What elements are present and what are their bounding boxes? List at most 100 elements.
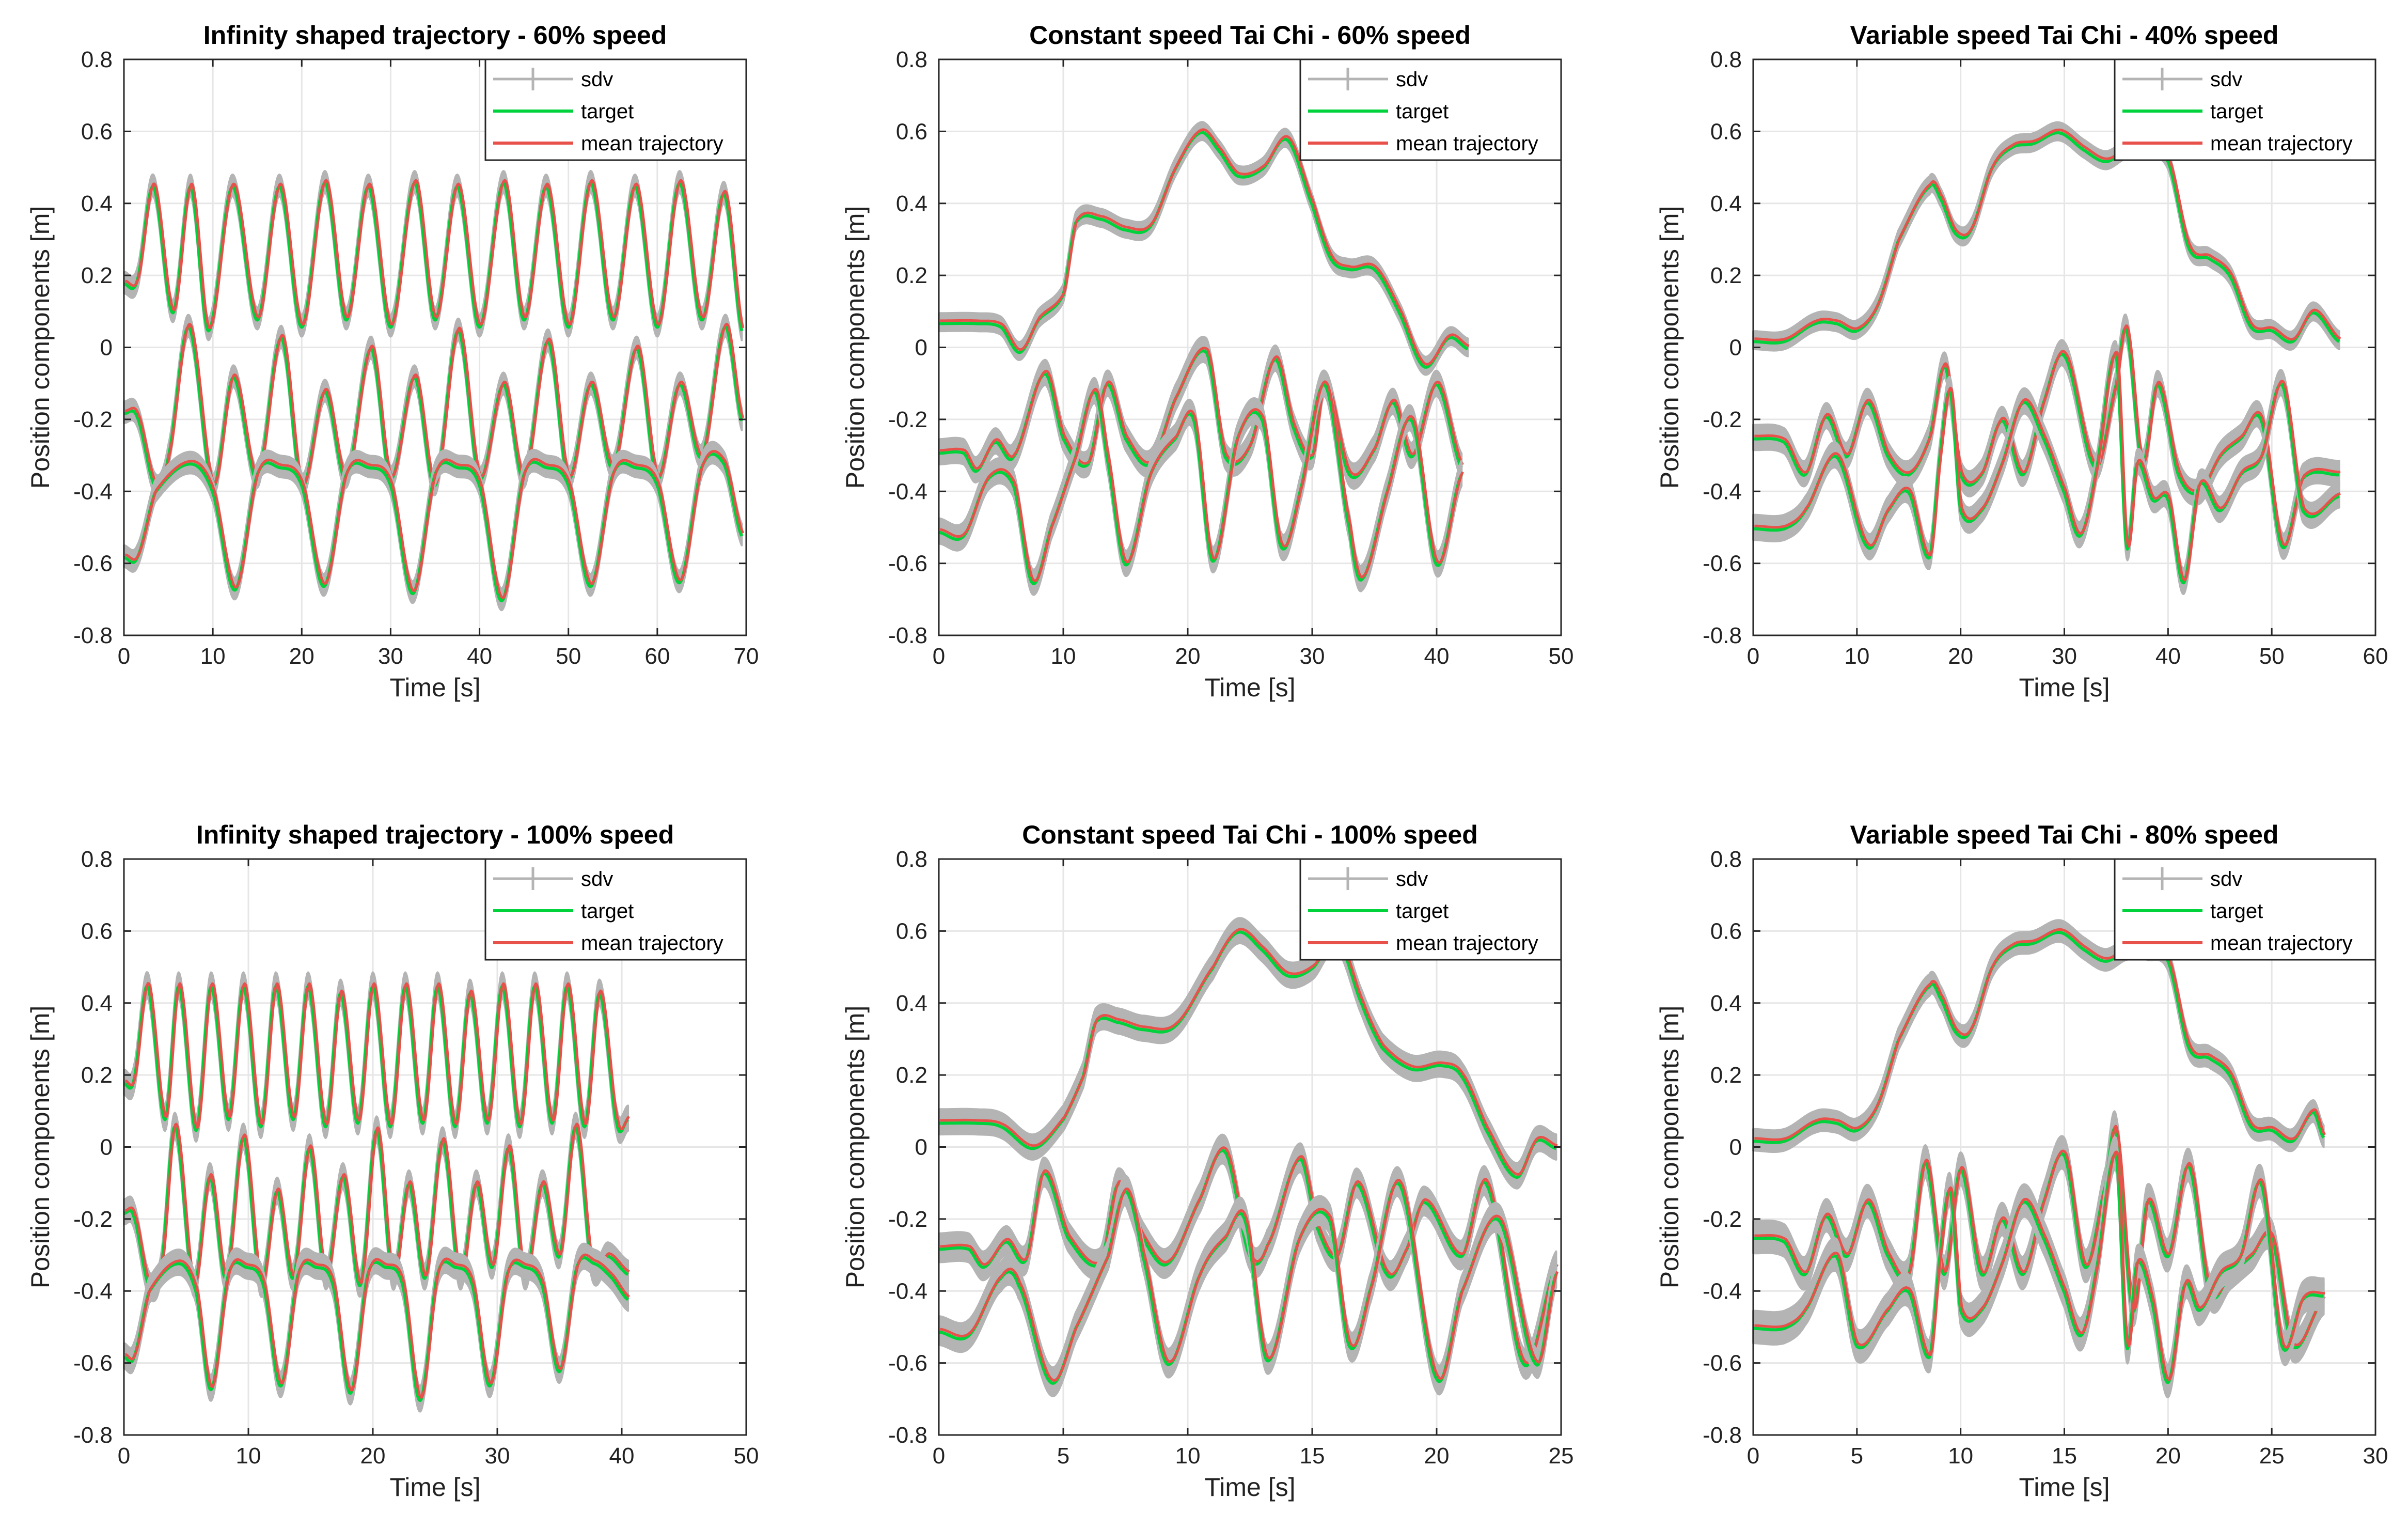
y-axis-label: Position components [m] xyxy=(841,1006,870,1289)
legend: sdv target mean trajectory xyxy=(484,858,747,961)
x-tick-label: 20 xyxy=(289,644,314,669)
y-ticks: -0.8 -0.6 -0.4 -0.2 0 0.2 0.4 0.6 0.8 xyxy=(73,47,746,648)
chart-title: Variable speed Tai Chi - 80% speed xyxy=(1850,820,2279,849)
x-tick-label: 0 xyxy=(118,644,130,669)
x-tick-label: 40 xyxy=(467,644,492,669)
chart-title: Infinity shaped trajectory - 60% speed xyxy=(203,21,667,50)
x-tick-label: 20 xyxy=(1948,644,1973,669)
y-tick-label: -0.8 xyxy=(1703,623,1742,648)
x-tick-label: 25 xyxy=(1549,1443,1574,1469)
y-tick-label: -0.2 xyxy=(1703,407,1742,432)
legend-label: sdv xyxy=(581,868,613,891)
x-tick-label: 10 xyxy=(1844,644,1869,669)
y-tick-label: -0.4 xyxy=(73,479,113,504)
x-tick-label: 10 xyxy=(200,644,226,669)
x-tick-label: 50 xyxy=(2259,644,2285,669)
x-tick-label: 20 xyxy=(1175,644,1201,669)
x-tick-label: 30 xyxy=(2052,644,2077,669)
y-ticks: -0.8 -0.6 -0.4 -0.2 0 0.2 0.4 0.6 0.8 xyxy=(1703,47,2375,648)
mean-trajectory-line-1 xyxy=(1754,928,2326,1141)
y-ticks: -0.8 -0.6 -0.4 -0.2 0 0.2 0.4 0.6 0.8 xyxy=(888,847,1561,1448)
x-axis-label: Time [s] xyxy=(1205,1473,1296,1502)
y-axis-label: Position components [m] xyxy=(26,1006,55,1289)
y-tick-label: 0.4 xyxy=(896,991,927,1016)
y-tick-label: -0.4 xyxy=(888,1278,927,1304)
y-ticks: -0.8 -0.6 -0.4 -0.2 0 0.2 0.4 0.6 0.8 xyxy=(1703,847,2375,1448)
legend-label: sdv xyxy=(2210,868,2242,891)
legend-label: target xyxy=(581,100,634,123)
y-tick-label: 0.8 xyxy=(1710,847,1742,872)
y-axis-label: Position components [m] xyxy=(841,206,870,489)
y-axis-label: Position components [m] xyxy=(1655,1006,1684,1289)
series-group xyxy=(1752,121,2341,595)
y-tick-label: 0.8 xyxy=(81,847,113,872)
legend: sdv target mean trajectory xyxy=(1299,58,1562,161)
y-tick-label: -0.4 xyxy=(73,1278,113,1304)
legend-label: mean trajectory xyxy=(2210,132,2353,155)
x-tick-label: 30 xyxy=(378,644,403,669)
y-tick-label: 0.6 xyxy=(1710,119,1742,144)
chart-title: Constant speed Tai Chi - 60% speed xyxy=(1029,21,1471,50)
chart-title: Variable speed Tai Chi - 40% speed xyxy=(1850,21,2279,50)
mean-trajectory-line-3 xyxy=(124,450,745,599)
subplot-1: 0 10 20 30 40 50 60 70 -0.8 -0.6 -0.4 -0.2 0 0.2 0.4 0.… xyxy=(26,21,759,702)
x-tick-label: 0 xyxy=(1747,1443,1759,1469)
x-tick-label: 10 xyxy=(1175,1443,1201,1469)
mean-trajectory-line-2 xyxy=(124,1122,630,1289)
sdv-band-3 xyxy=(938,1166,1557,1397)
x-tick-label: 40 xyxy=(2155,644,2181,669)
y-tick-label: 0 xyxy=(1729,1135,1742,1160)
y-tick-label: -0.8 xyxy=(73,623,113,648)
y-axis-label: Position components [m] xyxy=(26,206,55,489)
x-ticks: 0 10 20 30 40 50 xyxy=(933,59,1574,669)
series-group xyxy=(123,971,630,1413)
x-tick-label: 0 xyxy=(1747,644,1759,669)
legend-label: target xyxy=(2210,100,2263,123)
x-tick-label: 60 xyxy=(2363,644,2388,669)
x-axis-label: Time [s] xyxy=(2019,1473,2110,1502)
y-ticks: -0.8 -0.6 -0.4 -0.2 0 0.2 0.4 0.6 0.8 xyxy=(73,847,746,1448)
mean-trajectory-line-3 xyxy=(939,380,1464,582)
x-tick-label: 0 xyxy=(118,1443,130,1469)
target-line-1 xyxy=(1752,931,2325,1144)
y-tick-label: 0.8 xyxy=(1710,47,1742,72)
y-tick-label: 0.6 xyxy=(896,119,927,144)
x-ticks: 0 5 10 15 20 25 xyxy=(933,859,1574,1469)
y-tick-label: 0.2 xyxy=(81,1063,113,1088)
legend: sdv target mean trajectory xyxy=(2114,58,2376,161)
y-tick-label: -0.2 xyxy=(888,1207,927,1232)
x-axis-label: Time [s] xyxy=(2019,673,2110,702)
y-tick-label: -0.8 xyxy=(888,1423,927,1448)
chart-title: Infinity shaped trajectory - 100% speed xyxy=(196,820,674,849)
mean-trajectory-line-3 xyxy=(1754,1150,2325,1381)
legend: sdv target mean trajectory xyxy=(484,58,747,161)
y-tick-label: 0.8 xyxy=(896,47,927,72)
y-tick-label: -0.6 xyxy=(888,551,927,576)
y-tick-label: 0.4 xyxy=(1710,991,1742,1016)
series-group xyxy=(123,170,745,612)
y-tick-label: 0.4 xyxy=(896,191,927,216)
y-tick-label: 0.6 xyxy=(1710,918,1742,944)
legend-label: mean trajectory xyxy=(2210,932,2353,955)
y-tick-label: 0.4 xyxy=(1710,191,1742,216)
target-line-3 xyxy=(123,1256,629,1402)
x-tick-label: 5 xyxy=(1851,1443,1863,1469)
legend-label: mean trajectory xyxy=(1396,132,1538,155)
x-tick-label: 10 xyxy=(1948,1443,1973,1469)
legend: sdv target mean trajectory xyxy=(1299,858,1562,961)
legend-label: mean trajectory xyxy=(1396,932,1538,955)
y-tick-label: 0.2 xyxy=(81,263,113,288)
y-tick-label: -0.6 xyxy=(1703,551,1742,576)
x-tick-label: 10 xyxy=(236,1443,261,1469)
series-group xyxy=(1752,919,2326,1398)
x-tick-label: 50 xyxy=(1549,644,1574,669)
x-tick-label: 30 xyxy=(485,1443,510,1469)
subplot-6: 0 5 10 15 20 25 30 -0.8 -0.6 -0.4 -0.2 0 0.2 0.4 0.6 0.… xyxy=(1655,820,2388,1502)
legend-label: sdv xyxy=(2210,68,2242,91)
y-tick-label: -0.6 xyxy=(73,1351,113,1376)
target-line-1 xyxy=(938,930,1557,1179)
legend-label: sdv xyxy=(1396,68,1428,91)
x-tick-label: 30 xyxy=(2363,1443,2388,1469)
y-tick-label: 0 xyxy=(100,335,113,361)
